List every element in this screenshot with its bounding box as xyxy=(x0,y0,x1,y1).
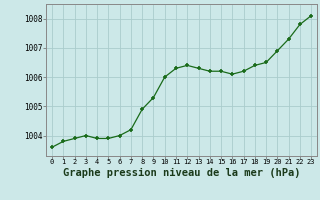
X-axis label: Graphe pression niveau de la mer (hPa): Graphe pression niveau de la mer (hPa) xyxy=(63,168,300,178)
